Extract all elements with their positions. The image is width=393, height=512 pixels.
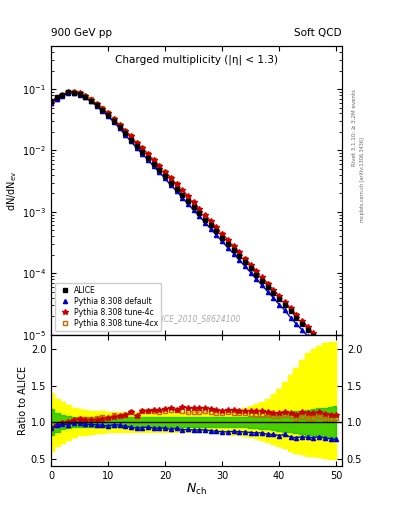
Pythia 8.308 tune-4c <box>242 255 247 262</box>
Pythia 8.308 tune-4c <box>66 89 71 95</box>
Pythia 8.308 tune-4c <box>334 355 338 361</box>
Pythia 8.308 default <box>49 99 53 105</box>
Pythia 8.308 tune-4cx <box>117 122 122 128</box>
Y-axis label: dN/dN$_{\mathregular{ev}}$: dN/dN$_{\mathregular{ev}}$ <box>6 170 19 210</box>
Pythia 8.308 tune-4c <box>117 122 122 128</box>
Pythia 8.308 default <box>242 263 247 269</box>
Pythia 8.308 tune-4cx <box>140 145 145 151</box>
Pythia 8.308 tune-4cx <box>66 89 71 95</box>
Pythia 8.308 default <box>328 358 333 365</box>
Text: 900 GeV pp: 900 GeV pp <box>51 28 112 38</box>
Pythia 8.308 tune-4cx <box>146 152 151 158</box>
Pythia 8.308 default <box>140 151 145 157</box>
Line: ALICE: ALICE <box>49 90 339 363</box>
Text: Soft QCD: Soft QCD <box>294 28 342 38</box>
Pythia 8.308 tune-4cx <box>49 99 53 105</box>
Pythia 8.308 tune-4c <box>140 145 145 151</box>
ALICE <box>66 89 71 95</box>
Pythia 8.308 default <box>146 157 151 163</box>
Pythia 8.308 tune-4c <box>49 99 53 105</box>
Pythia 8.308 default <box>117 125 122 131</box>
Pythia 8.308 default <box>66 90 71 96</box>
Line: Pythia 8.308 default: Pythia 8.308 default <box>49 91 338 370</box>
Line: Pythia 8.308 tune-4cx: Pythia 8.308 tune-4cx <box>49 90 338 361</box>
Text: Rivet 3.1.10; ≥ 3.2M events: Rivet 3.1.10; ≥ 3.2M events <box>352 90 357 166</box>
Pythia 8.308 tune-4c <box>260 274 264 281</box>
Pythia 8.308 tune-4c <box>146 151 151 157</box>
ALICE <box>117 124 122 130</box>
Pythia 8.308 tune-4cx <box>328 350 333 356</box>
Pythia 8.308 default <box>260 282 264 288</box>
Y-axis label: Ratio to ALICE: Ratio to ALICE <box>18 366 28 435</box>
Text: mcplots.cern.ch [arXiv:1306.3436]: mcplots.cern.ch [arXiv:1306.3436] <box>360 137 365 222</box>
ALICE <box>260 278 264 284</box>
ALICE <box>146 155 151 161</box>
Pythia 8.308 tune-4cx <box>260 275 264 281</box>
Pythia 8.308 tune-4cx <box>334 356 338 362</box>
ALICE <box>242 260 247 266</box>
Text: Charged multiplicity (|η| < 1.3): Charged multiplicity (|η| < 1.3) <box>115 55 278 65</box>
ALICE <box>140 149 145 155</box>
ALICE <box>328 351 333 357</box>
X-axis label: $N_{\mathregular{ch}}$: $N_{\mathregular{ch}}$ <box>186 482 207 497</box>
Legend: ALICE, Pythia 8.308 default, Pythia 8.308 tune-4c, Pythia 8.308 tune-4cx: ALICE, Pythia 8.308 default, Pythia 8.30… <box>55 283 161 331</box>
Text: ALICE_2010_S8624100: ALICE_2010_S8624100 <box>152 314 241 323</box>
Line: Pythia 8.308 tune-4c: Pythia 8.308 tune-4c <box>48 89 339 360</box>
ALICE <box>334 357 338 364</box>
ALICE <box>49 97 53 103</box>
Pythia 8.308 default <box>334 365 338 371</box>
Pythia 8.308 tune-4cx <box>242 257 247 263</box>
Pythia 8.308 tune-4c <box>328 349 333 355</box>
